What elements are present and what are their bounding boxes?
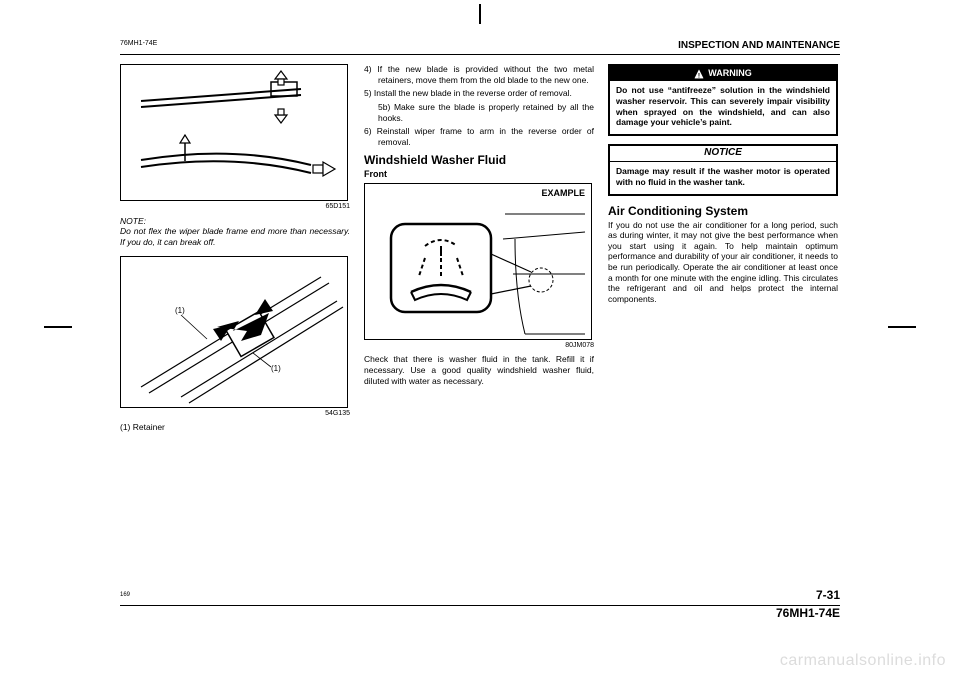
notice-box: NOTICE Damage may result if the washer m…: [608, 144, 838, 196]
instruction-list: 4) If the new blade is provided without …: [364, 64, 594, 147]
note-text: Do not flex the wiper blade frame end mo…: [120, 226, 350, 247]
retainer-legend: (1) Retainer: [120, 422, 350, 433]
figure-caption: 54G135: [120, 410, 350, 419]
figure-washer: EXAMPLE: [364, 183, 592, 340]
warning-body: Do not use “antifreeze” solution in the …: [616, 85, 830, 128]
heading-ac: Air Conditioning System: [608, 204, 838, 219]
body-text: If you do not use the air conditioner fo…: [608, 220, 838, 305]
note-label: NOTE:: [120, 216, 350, 227]
figure-caption: 80JM078: [364, 342, 594, 351]
watermark: carmanualsonline.info: [780, 652, 946, 670]
warning-title-text: WARNING: [708, 68, 752, 79]
figure-wiper-flex: [120, 64, 348, 201]
list-item: 5) Install the new blade in the reverse …: [364, 88, 594, 99]
column-2: 4) If the new blade is provided without …: [364, 64, 594, 433]
list-item: 5b) Make sure the blade is properly reta…: [364, 102, 594, 123]
page-number: 7-31: [816, 588, 840, 602]
figure-caption: 65D151: [120, 203, 350, 212]
column-3: ! WARNING Do not use “antifreeze” soluti…: [608, 64, 838, 433]
section-title: INSPECTION AND MAINTENANCE: [678, 40, 840, 51]
svg-text:(1): (1): [271, 364, 281, 373]
subheading-front: Front: [364, 169, 594, 180]
list-item: 6) Reinstall wiper frame to arm in the r…: [364, 126, 594, 147]
list-item: 4) If the new blade is provided without …: [364, 64, 594, 85]
column-1: 65D151 NOTE: Do not flex the wiper blade…: [120, 64, 350, 433]
notice-body: Damage may result if the washer motor is…: [616, 166, 830, 187]
warning-icon: !: [694, 69, 704, 79]
body-text: Check that there is washer fluid in the …: [364, 354, 594, 386]
example-tag: EXAMPLE: [541, 188, 585, 199]
crop-mark: [479, 4, 481, 24]
crop-mark: [44, 326, 72, 328]
figure-retainer: (1) (1): [120, 256, 348, 408]
warning-box: ! WARNING Do not use “antifreeze” soluti…: [608, 64, 838, 136]
warning-title: ! WARNING: [610, 66, 836, 81]
columns: 65D151 NOTE: Do not flex the wiper blade…: [120, 64, 840, 433]
header-rule: [120, 54, 840, 55]
crop-mark: [888, 326, 916, 328]
footer-rule: [120, 605, 840, 606]
svg-text:(1): (1): [175, 306, 185, 315]
footer-code: 76MH1-74E: [776, 606, 840, 620]
footer-small-number: 169: [120, 592, 130, 598]
notice-title: NOTICE: [610, 146, 836, 163]
heading-washer-fluid: Windshield Washer Fluid: [364, 153, 594, 168]
svg-text:!: !: [698, 72, 700, 79]
page-container: 76MH1-74E INSPECTION AND MAINTENANCE: [120, 40, 840, 620]
